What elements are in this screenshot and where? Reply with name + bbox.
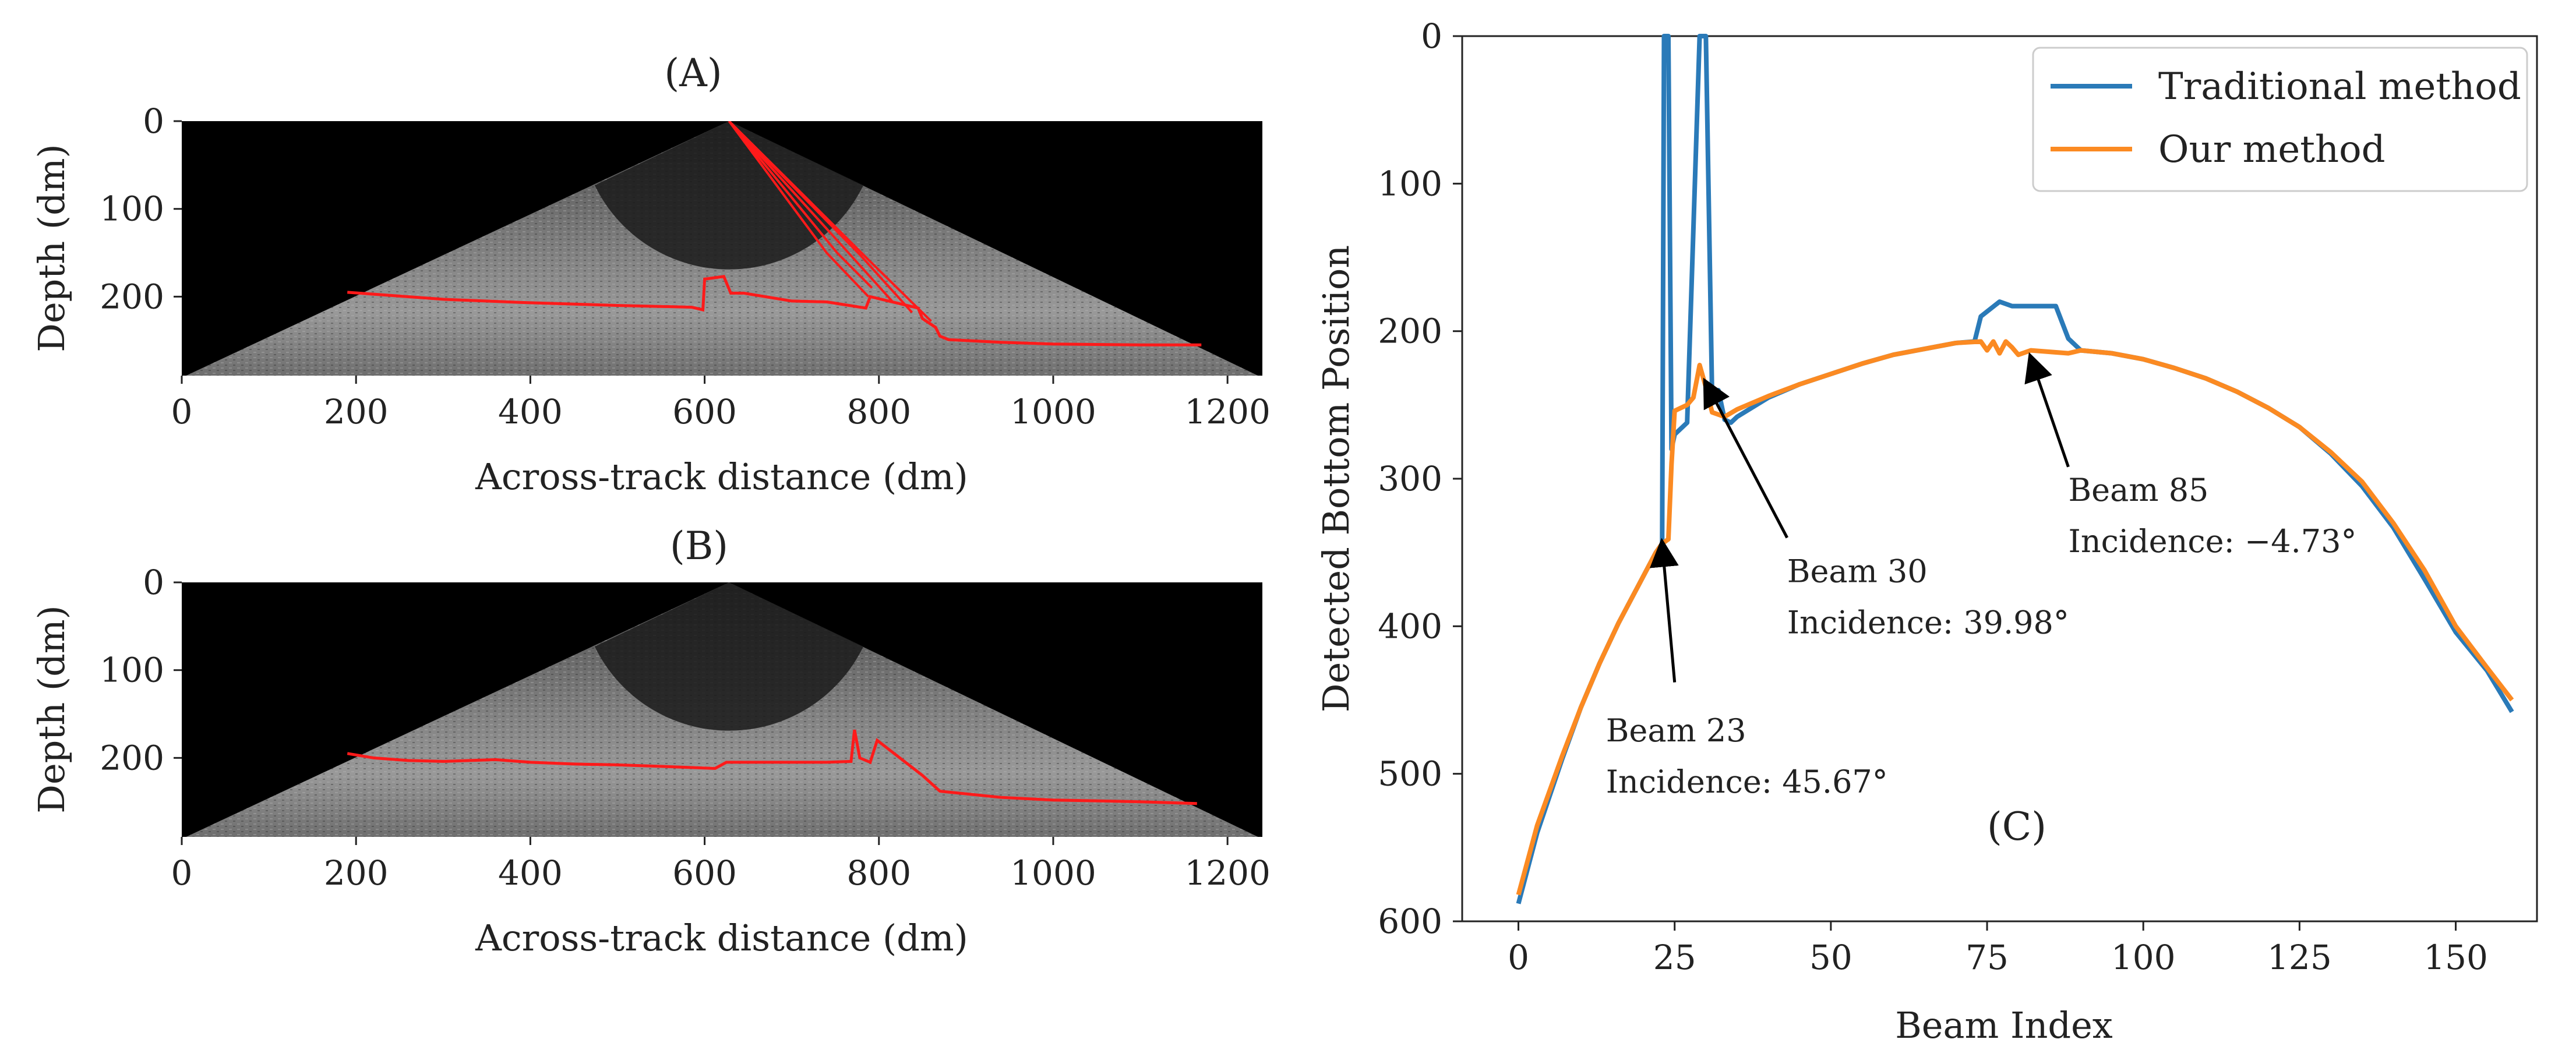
panel-a-false-beam <box>728 121 893 302</box>
annotation-text: Incidence: −4.73° <box>2068 523 2356 560</box>
panel-a-x-ticks: 0 200 400 600 800 1000 1200 <box>171 376 1271 432</box>
panel-a-title: (A) <box>664 51 722 96</box>
panel-a-false-beam <box>728 121 870 298</box>
x-tick-label: 0 <box>171 392 193 432</box>
annotation-text: Beam 85 <box>2068 472 2208 508</box>
legend-label-ours: Our method <box>2158 128 2386 171</box>
x-tick-label: 1000 <box>1010 392 1096 432</box>
x-tick-label: 600 <box>672 853 737 893</box>
x-tick-label: 100 <box>2111 938 2176 977</box>
y-tick-label: 300 <box>1378 459 1442 499</box>
y-tick-label: 0 <box>143 563 164 602</box>
y-tick-label: 100 <box>100 189 164 229</box>
x-tick-label: 125 <box>2267 938 2332 977</box>
panel-b: (B) 0 200 400 600 800 1000 1200 0 100 200 Across… <box>30 524 1271 959</box>
panel-c-y-ticks: 0 100 200 300 400 500 600 <box>1378 16 1462 941</box>
panel-a-x-axis-label: Across-track distance (dm) <box>475 455 968 498</box>
annotation-text: Incidence: 45.67° <box>1606 763 1888 800</box>
annotation-arrow <box>1649 538 1679 683</box>
x-tick-label: 400 <box>498 853 563 893</box>
panel-a-false-beam <box>728 121 932 323</box>
annotation-text: Incidence: 39.98° <box>1787 604 2069 641</box>
annotation-text: Beam 23 <box>1606 712 1746 749</box>
panel-b-x-axis-label: Across-track distance (dm) <box>475 917 968 959</box>
panel-c: 0 25 50 75 100 125 150 0 100 200 300 400 500 600 Bea… <box>1315 16 2538 1047</box>
y-tick-label: 500 <box>1378 754 1442 794</box>
x-tick-label: 0 <box>171 853 193 893</box>
x-tick-label: 400 <box>498 392 563 432</box>
x-tick-label: 50 <box>1809 938 1852 977</box>
y-tick-label: 600 <box>1378 902 1442 941</box>
x-tick-label: 0 <box>1508 938 1529 977</box>
panel-b-y-ticks: 0 100 200 <box>100 563 182 777</box>
panel-a-detected-bottom-line <box>347 274 1202 347</box>
x-tick-label: 150 <box>2423 938 2488 977</box>
panel-a-false-beams <box>728 121 932 323</box>
panel-c-legend: Traditional method Our method <box>2032 47 2528 192</box>
x-tick-label: 200 <box>324 853 389 893</box>
annotation-text: Beam 30 <box>1787 553 1928 589</box>
x-tick-label: 1200 <box>1184 392 1271 432</box>
x-tick-label: 25 <box>1653 938 1696 977</box>
panel-a-near-field-fan <box>594 121 864 270</box>
panel-b-title: (B) <box>670 524 728 568</box>
panel-a-false-beam <box>728 121 873 289</box>
x-tick-label: 200 <box>324 392 389 432</box>
panel-a-y-ticks: 0 100 200 <box>100 101 182 316</box>
panel-a: (A) 0 200 400 600 800 1000 1200 0 100 200 Across… <box>30 51 1271 498</box>
panel-c-y-axis-label: Detected Bottom Position <box>1315 245 1357 712</box>
x-tick-label: 1000 <box>1010 853 1096 893</box>
panel-b-near-field-fan <box>594 582 864 731</box>
y-tick-label: 100 <box>100 651 164 690</box>
y-tick-label: 200 <box>100 738 164 777</box>
y-tick-label: 100 <box>1378 164 1442 203</box>
x-tick-label: 1200 <box>1184 853 1271 893</box>
panel-c-x-ticks: 0 25 50 75 100 125 150 <box>1508 921 2488 977</box>
legend-box <box>2032 47 2528 192</box>
y-tick-label: 200 <box>1378 312 1442 351</box>
panel-b-x-ticks: 0 200 400 600 800 1000 1200 <box>171 837 1271 893</box>
y-tick-label: 0 <box>143 101 164 141</box>
annotation-arrow <box>1703 377 1789 539</box>
y-tick-label: 400 <box>1378 606 1442 646</box>
panel-c-title: (C) <box>1987 804 2046 849</box>
legend-label-traditional: Traditional method <box>2158 65 2521 108</box>
panel-b-detected-bottom-line <box>347 729 1197 805</box>
panel-c-annotations: Beam 23 Incidence: 45.67° Beam 30 Incidence… <box>1606 352 2356 800</box>
x-tick-label: 800 <box>846 392 911 432</box>
annotation-arrow <box>2024 352 2070 468</box>
panel-a-y-axis-label: Depth (dm) <box>30 144 73 352</box>
panel-c-x-axis-label: Beam Index <box>1895 1004 2113 1047</box>
panel-b-y-axis-label: Depth (dm) <box>30 605 73 814</box>
x-tick-label: 600 <box>672 392 737 432</box>
x-tick-label: 800 <box>846 853 911 893</box>
y-tick-label: 200 <box>100 277 164 316</box>
y-tick-label: 0 <box>1421 16 1442 56</box>
x-tick-label: 75 <box>1965 938 2009 977</box>
